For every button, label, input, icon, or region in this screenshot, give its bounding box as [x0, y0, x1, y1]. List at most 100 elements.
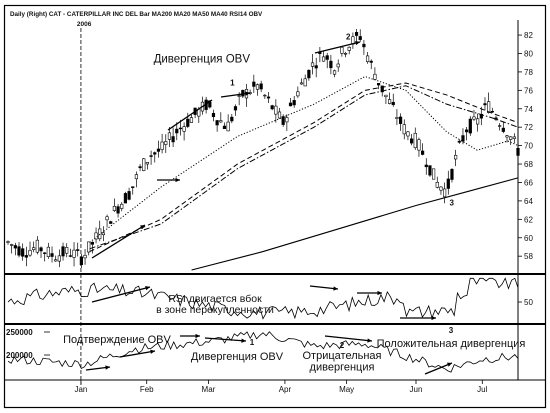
x-tick-label: Jul [477, 385, 487, 394]
arrow-shaft [119, 350, 156, 358]
arrow-shaft [91, 286, 151, 303]
candle-body [76, 249, 80, 251]
candle-body [450, 169, 454, 180]
candle-body [439, 186, 443, 191]
rsi-line [7, 277, 519, 320]
candle-body [512, 136, 516, 139]
arrow-shaft [314, 41, 361, 54]
candle-body [32, 247, 36, 250]
arrow-head [150, 349, 155, 354]
ma-line-ma50 [89, 85, 519, 250]
candle-body [391, 101, 395, 106]
candle-body [468, 118, 472, 134]
candle-body [252, 81, 256, 87]
candle-body [332, 70, 337, 75]
candle-body [274, 105, 278, 115]
candle-body [87, 241, 91, 253]
candle-body [277, 111, 282, 119]
candle-body [68, 255, 72, 257]
y-tick-label: 60 [524, 234, 533, 243]
obv-arrow-6 [424, 362, 453, 375]
price-up-arrow-1 [167, 99, 213, 131]
arrow-head [145, 286, 150, 291]
candle-body [421, 150, 425, 155]
ma-line-ma20 [89, 75, 519, 243]
candle-body [156, 148, 161, 152]
y-tick-label: 58 [524, 252, 533, 261]
arrow-shaft [167, 99, 213, 131]
candle-body [299, 82, 304, 85]
price-annotation-0: Дивергенция OBV [154, 54, 251, 66]
candle-body [219, 120, 223, 123]
arrow-head [207, 100, 212, 105]
y-tick-label: 68 [524, 160, 533, 169]
candle-body [376, 83, 381, 86]
rsi-tick-label: 50 [524, 298, 533, 307]
candle-body [387, 99, 392, 104]
candle-body [369, 60, 373, 63]
candle-body [292, 100, 296, 106]
candle-body [354, 32, 359, 36]
candle-body [57, 255, 61, 262]
candle-body [120, 203, 124, 209]
x-tick-label: Feb [140, 385, 154, 394]
arrow-shaft [424, 362, 453, 375]
arrow-shaft [220, 92, 251, 98]
candle-body [164, 141, 168, 145]
candle-body [153, 152, 157, 155]
y-tick-label: 80 [524, 49, 533, 58]
candle-body [186, 118, 190, 127]
candle-body [230, 116, 234, 122]
candle-body [28, 250, 32, 256]
candle-body [432, 168, 436, 180]
candle-body [461, 135, 465, 142]
y-tick-label: 62 [524, 215, 533, 224]
candle-body [35, 239, 39, 253]
candle-body [149, 155, 153, 157]
candle-body [494, 117, 498, 120]
candle-body [325, 55, 329, 60]
obv-line [7, 331, 519, 373]
candle-body [24, 255, 28, 258]
y-tick-label: 64 [524, 197, 533, 206]
arrow-shaft [309, 285, 339, 290]
candlesticks [6, 29, 520, 269]
arrow-head [367, 338, 372, 343]
candle-body [365, 55, 370, 62]
arrow-head [245, 91, 250, 96]
candle-body [509, 136, 513, 140]
arrow-head [105, 365, 110, 370]
candle-body [50, 253, 54, 257]
obv-annotation-6: Положительная дивергенция [377, 338, 526, 350]
candle-body [160, 141, 164, 150]
candle-body [145, 161, 150, 165]
candle-body [167, 132, 172, 140]
candle-body [501, 127, 505, 132]
candle-body [105, 216, 109, 221]
candle-body [347, 46, 351, 51]
candle-body [61, 246, 65, 257]
candle-body [516, 147, 520, 156]
candle-body [10, 244, 14, 246]
candle-body [215, 120, 219, 126]
candle-body [395, 117, 399, 119]
candle-body [443, 188, 447, 198]
candle-body [266, 96, 271, 99]
candle-body [435, 182, 439, 188]
candle-body [142, 158, 146, 171]
obv-annotation-0: Подтверждение OBV [63, 334, 171, 346]
candle-body [362, 43, 366, 48]
year-label: 2006 [77, 21, 92, 28]
candle-body [321, 56, 326, 62]
candle-body [314, 65, 318, 69]
y-tick-label: 76 [524, 86, 533, 95]
candle-body [39, 247, 43, 252]
rsi-arrow-1 [91, 286, 151, 303]
candle-body [380, 85, 384, 93]
candle-body [417, 139, 421, 151]
candle-body [409, 138, 414, 144]
candle-body [255, 84, 260, 90]
candle-body [263, 94, 267, 97]
arrow-head [195, 333, 200, 339]
